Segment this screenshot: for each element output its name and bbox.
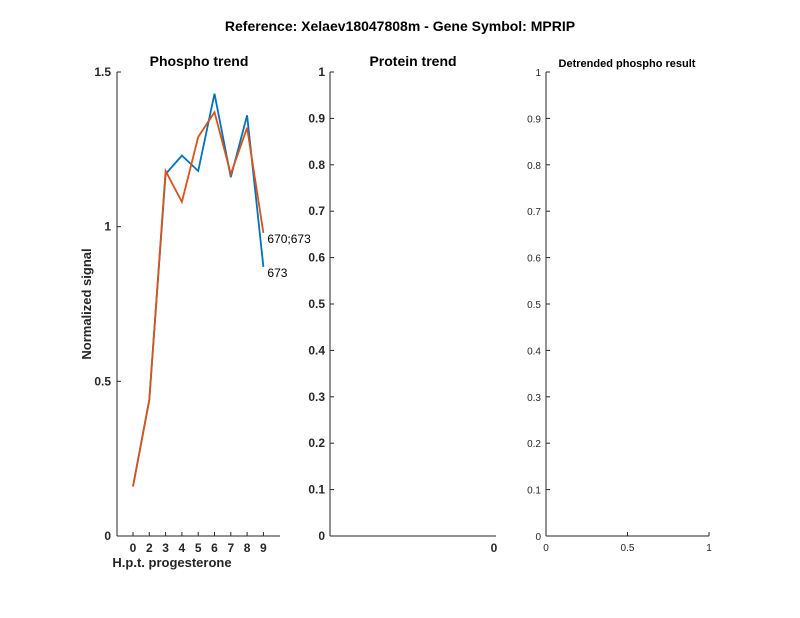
x-tick-label: 2 <box>146 541 153 555</box>
y-tick-label: 0 <box>318 529 325 543</box>
y-tick-label: 0.5 <box>94 374 111 388</box>
y-tick-label: 1.5 <box>94 65 111 79</box>
x-tick-label: 9 <box>260 541 267 555</box>
y-tick-label: 0.3 <box>527 393 541 404</box>
detrended-phospho-y-ticks: 0 0.1 0.2 0.3 0.4 0.5 0.6 0.7 0.8 0.9 1 <box>527 68 550 543</box>
protein-trend-title: Protein trend <box>369 53 456 69</box>
y-tick-label: 0.7 <box>527 207 541 218</box>
figure-title: Reference: Xelaev18047808m - Gene Symbol… <box>225 18 575 34</box>
y-tick-label: 0 <box>535 532 541 543</box>
x-tick-label: 0 <box>130 541 137 555</box>
y-tick-label: 0.8 <box>308 158 325 172</box>
y-tick-label: 1 <box>318 65 325 79</box>
series-end-label: 670;673 <box>267 232 311 246</box>
x-tick-label: 6 <box>211 541 218 555</box>
phospho-trend-y-axis-label: Normalized signal <box>79 248 94 359</box>
detrended-phospho-panel: Detrended phospho result 0 0.1 0.2 0.3 0.4 0.… <box>527 58 712 554</box>
y-tick-label: 0.1 <box>527 486 541 497</box>
y-tick-label: 1 <box>535 68 541 79</box>
x-tick-label: 1 <box>706 543 712 554</box>
phospho-trend-x-axis-label: H.p.t. progesterone <box>112 555 231 570</box>
y-tick-label: 0.9 <box>308 111 325 125</box>
x-tick-label: 8 <box>244 541 251 555</box>
x-tick-label: 3 <box>162 541 169 555</box>
y-tick-label: 0.8 <box>527 161 541 172</box>
protein-trend-axes <box>329 72 496 537</box>
y-tick-label: 0.2 <box>308 436 325 450</box>
protein-trend-y-ticks: 0 0.1 0.2 0.3 0.4 0.5 0.6 0.7 0.8 0.9 1 <box>308 65 334 543</box>
phospho-trend-series: 673 670;673 <box>132 93 311 487</box>
y-tick-label: 0.5 <box>527 300 541 311</box>
series-end-label: 673 <box>267 266 287 280</box>
y-tick-label: 0.4 <box>527 346 541 357</box>
y-tick-label: 0.5 <box>308 297 325 311</box>
x-tick-label: 0 <box>491 541 498 555</box>
y-tick-label: 0.7 <box>308 204 325 218</box>
phospho-trend-axes <box>116 72 280 537</box>
detrended-phospho-axes <box>545 72 709 537</box>
y-tick-label: 0.9 <box>527 114 541 125</box>
detrended-phospho-title: Detrended phospho result <box>559 58 696 70</box>
x-tick-label: 0 <box>543 543 549 554</box>
y-tick-label: 0.2 <box>527 439 541 450</box>
y-tick-label: 0.4 <box>308 343 325 357</box>
y-tick-label: 0 <box>104 529 111 543</box>
series-line-673 <box>132 93 265 487</box>
x-tick-label: 4 <box>179 541 186 555</box>
y-tick-label: 1 <box>104 220 111 234</box>
y-tick-label: 0.6 <box>308 251 325 265</box>
y-tick-label: 0.6 <box>527 254 541 265</box>
protein-trend-x-ticks: 0 <box>491 541 498 555</box>
x-tick-label: 0.5 <box>621 543 635 554</box>
phospho-trend-title: Phospho trend <box>150 53 249 69</box>
phospho-trend-y-ticks: 0 0.5 1 1.5 <box>94 65 121 543</box>
protein-trend-panel: Protein trend 00.10.20.30.40.50.60.70.80… <box>308 53 497 555</box>
detrended-phospho-x-ticks: 0 0.5 1 <box>543 532 712 554</box>
y-tick-label: 0.1 <box>308 483 325 497</box>
y-tick-label: 0.3 <box>308 390 325 404</box>
series-line-670-673 <box>132 110 265 487</box>
x-tick-label: 5 <box>195 541 202 555</box>
x-tick-label: 7 <box>227 541 234 555</box>
